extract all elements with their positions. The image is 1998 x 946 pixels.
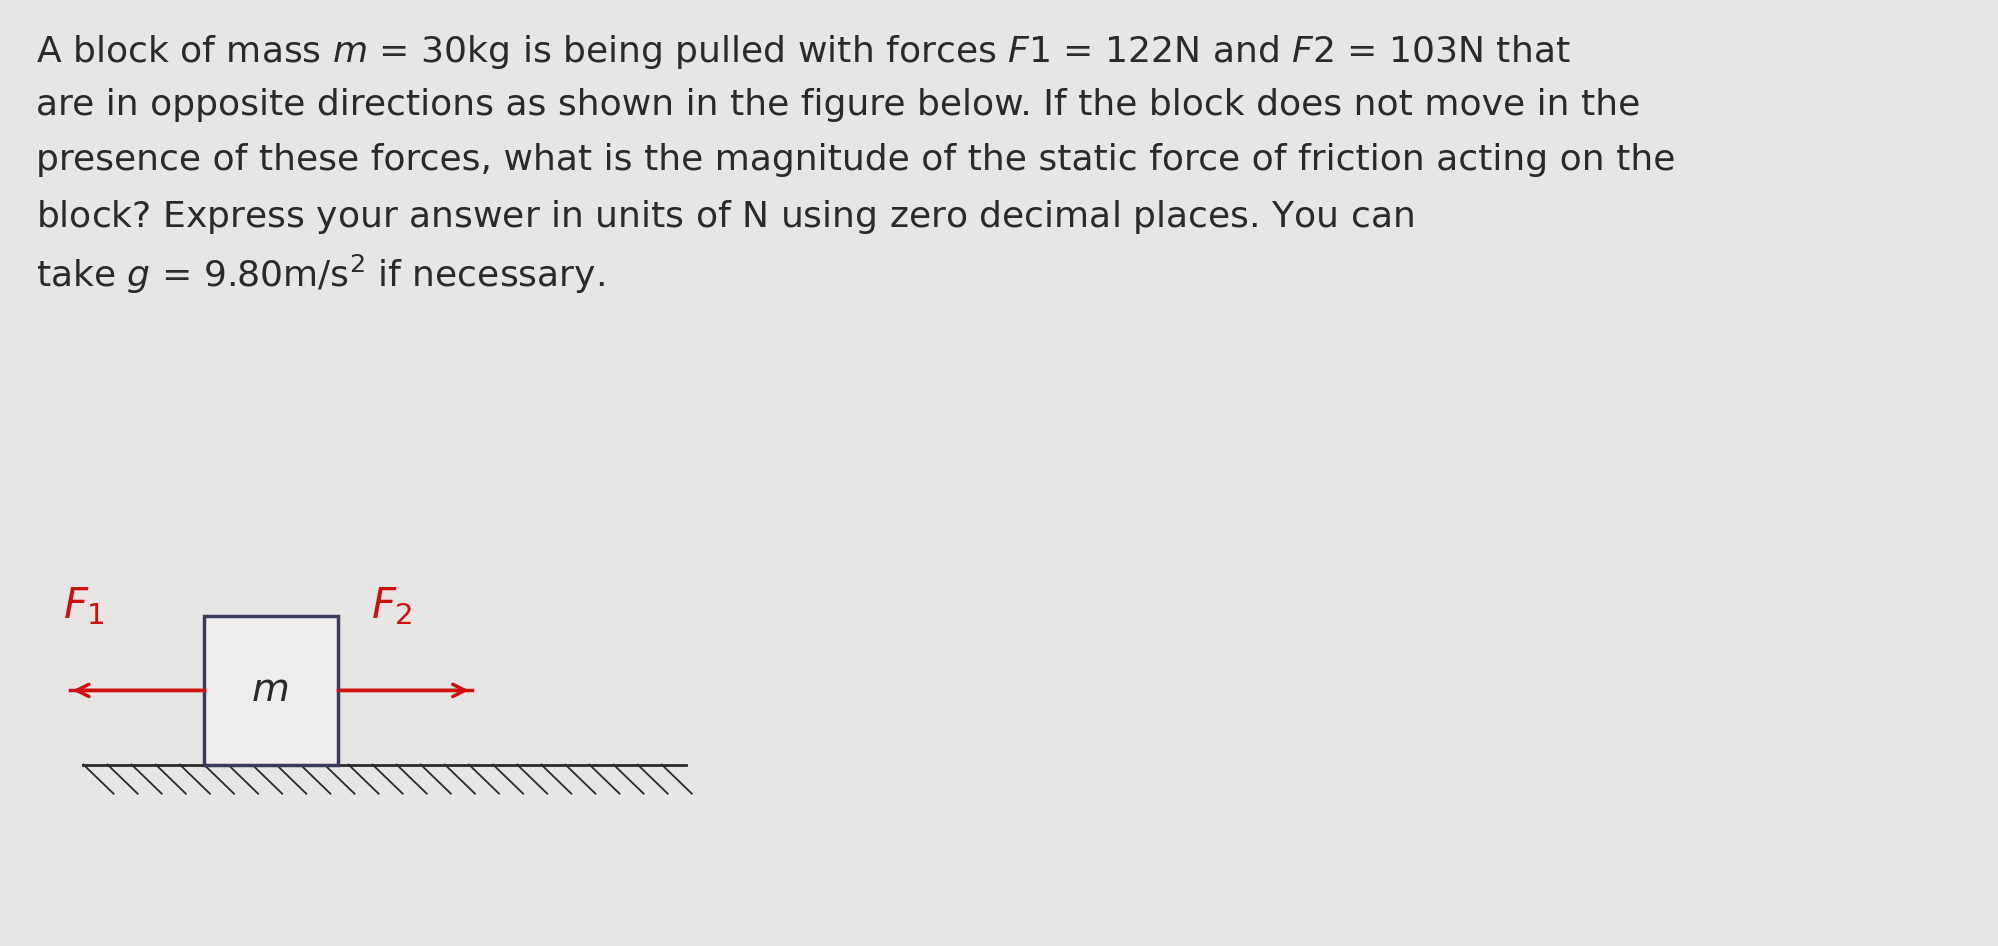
Text: $F_2$: $F_2$	[372, 585, 414, 626]
Text: presence of these forces, what is the magnitude of the static force of friction : presence of these forces, what is the ma…	[36, 143, 1676, 177]
Text: m: m	[252, 672, 290, 710]
Text: $F_1$: $F_1$	[64, 585, 106, 626]
Text: take $g$ = 9.80m/s$^2$ if necessary.: take $g$ = 9.80m/s$^2$ if necessary.	[36, 253, 605, 296]
Text: A block of mass $m$ = 30kg is being pulled with forces $F1$ = 122N and $F2$ = 10: A block of mass $m$ = 30kg is being pull…	[36, 33, 1570, 71]
Text: block? Express your answer in units of $\mathrm{N}$ using zero decimal places. Y: block? Express your answer in units of $…	[36, 198, 1415, 236]
Text: are in opposite directions as shown in the figure below. If the block does not m: are in opposite directions as shown in t…	[36, 88, 1640, 122]
Bar	[204, 616, 338, 764]
